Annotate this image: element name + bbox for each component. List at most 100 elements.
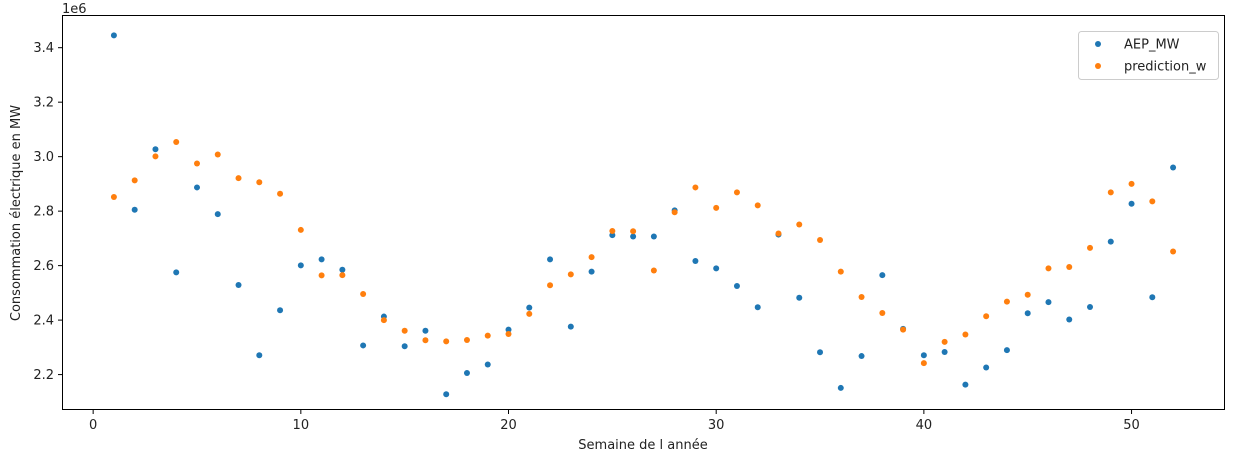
data-point-prediction-w xyxy=(692,184,699,191)
data-point-prediction-w xyxy=(671,209,678,216)
data-point-prediction-w xyxy=(983,313,990,320)
data-point-aep-mw xyxy=(941,348,948,355)
y-tick-label: 3.4 xyxy=(33,41,54,56)
data-point-prediction-w xyxy=(380,317,387,324)
data-point-prediction-w xyxy=(588,254,595,261)
legend-label-prediction-w: prediction_w xyxy=(1124,60,1207,75)
data-point-prediction-w xyxy=(630,228,637,235)
x-tick-label: 30 xyxy=(708,418,725,433)
data-point-prediction-w xyxy=(360,290,367,297)
data-point-aep-mw xyxy=(360,342,367,349)
data-point-prediction-w xyxy=(297,226,304,233)
data-point-prediction-w xyxy=(796,221,803,228)
y-axis: 2.2 2.4 2.6 2.8 3.0 3.2 3.4 xyxy=(33,41,62,383)
data-point-aep-mw xyxy=(1170,164,1177,171)
data-point-prediction-w xyxy=(1024,291,1031,298)
data-point-aep-mw xyxy=(962,381,969,388)
data-point-prediction-w xyxy=(941,338,948,345)
x-axis: 0 10 20 30 40 50 xyxy=(89,410,1140,433)
y-axis-label: Consommation électrique en MW xyxy=(9,105,24,321)
data-point-prediction-w xyxy=(214,151,221,158)
legend-label-aep-mw: AEP_MW xyxy=(1124,38,1180,53)
data-point-aep-mw xyxy=(650,233,657,240)
data-point-prediction-w xyxy=(401,327,408,334)
x-axis-label: Semaine de l année xyxy=(578,438,707,453)
data-point-aep-mw xyxy=(547,256,554,263)
data-point-aep-mw xyxy=(443,391,450,398)
data-point-aep-mw xyxy=(505,326,512,333)
data-point-aep-mw xyxy=(256,352,263,359)
data-point-prediction-w xyxy=(920,360,927,367)
data-point-aep-mw xyxy=(630,233,637,240)
data-point-prediction-w xyxy=(1128,180,1135,187)
data-point-aep-mw xyxy=(422,327,429,334)
data-point-prediction-w xyxy=(775,230,782,237)
data-point-aep-mw xyxy=(297,262,304,269)
data-point-aep-mw xyxy=(318,256,325,263)
plot-frame xyxy=(62,15,1225,410)
data-point-aep-mw xyxy=(1045,299,1052,306)
data-point-prediction-w xyxy=(858,293,865,300)
data-point-aep-mw xyxy=(754,304,761,311)
data-point-aep-mw xyxy=(588,268,595,275)
data-point-aep-mw xyxy=(837,384,844,391)
x-tick-label: 50 xyxy=(1123,418,1140,433)
data-point-prediction-w xyxy=(193,160,200,167)
data-point-aep-mw xyxy=(152,146,159,153)
y-tick-label: 2.8 xyxy=(33,205,54,220)
data-point-prediction-w xyxy=(650,267,657,274)
data-point-prediction-w xyxy=(173,138,180,145)
y-tick-label: 2.4 xyxy=(33,314,54,329)
data-point-aep-mw xyxy=(131,206,138,213)
data-point-prediction-w xyxy=(879,310,886,317)
y-tick-label: 3.0 xyxy=(33,150,54,165)
y-tick-label: 2.2 xyxy=(33,368,54,383)
data-point-aep-mw xyxy=(277,307,284,314)
data-point-prediction-w xyxy=(463,336,470,343)
data-point-prediction-w xyxy=(1087,244,1094,251)
legend-box xyxy=(1078,31,1219,80)
data-point-aep-mw xyxy=(193,184,200,191)
data-point-aep-mw xyxy=(401,343,408,350)
data-point-prediction-w xyxy=(962,331,969,338)
data-point-aep-mw xyxy=(567,323,574,330)
data-point-prediction-w xyxy=(567,271,574,278)
x-tick-label: 10 xyxy=(293,418,310,433)
data-point-aep-mw xyxy=(1024,310,1031,317)
data-point-prediction-w xyxy=(1003,298,1010,305)
data-point-prediction-w xyxy=(733,189,740,196)
data-point-aep-mw xyxy=(484,361,491,368)
data-point-aep-mw xyxy=(173,269,180,276)
data-point-aep-mw xyxy=(1107,238,1114,245)
data-point-aep-mw xyxy=(526,304,533,311)
data-point-aep-mw xyxy=(858,353,865,360)
data-point-aep-mw xyxy=(1066,316,1073,323)
legend-marker-prediction-w xyxy=(1095,63,1101,69)
data-point-prediction-w xyxy=(547,282,554,289)
data-point-aep-mw xyxy=(214,211,221,218)
data-point-prediction-w xyxy=(1170,248,1177,255)
data-point-prediction-w xyxy=(1149,198,1156,205)
plot-background xyxy=(62,15,1225,410)
x-tick-label: 0 xyxy=(89,418,97,433)
data-point-prediction-w xyxy=(900,326,907,333)
data-point-aep-mw xyxy=(983,364,990,371)
data-point-aep-mw xyxy=(796,294,803,301)
data-point-aep-mw xyxy=(733,283,740,290)
x-tick-label: 20 xyxy=(500,418,517,433)
data-point-aep-mw xyxy=(463,369,470,376)
y-tick-label: 3.2 xyxy=(33,96,54,111)
data-point-aep-mw xyxy=(692,257,699,264)
data-point-prediction-w xyxy=(713,204,720,211)
data-point-aep-mw xyxy=(1128,200,1135,207)
data-point-prediction-w xyxy=(339,272,346,279)
data-point-prediction-w xyxy=(256,179,263,186)
data-point-aep-mw xyxy=(920,352,927,359)
data-point-aep-mw xyxy=(339,266,346,273)
y-offset-label: 1e6 xyxy=(62,2,87,17)
data-point-prediction-w xyxy=(505,330,512,337)
data-point-prediction-w xyxy=(1066,263,1073,270)
data-point-prediction-w xyxy=(484,332,491,339)
data-points-layer xyxy=(110,32,1177,398)
